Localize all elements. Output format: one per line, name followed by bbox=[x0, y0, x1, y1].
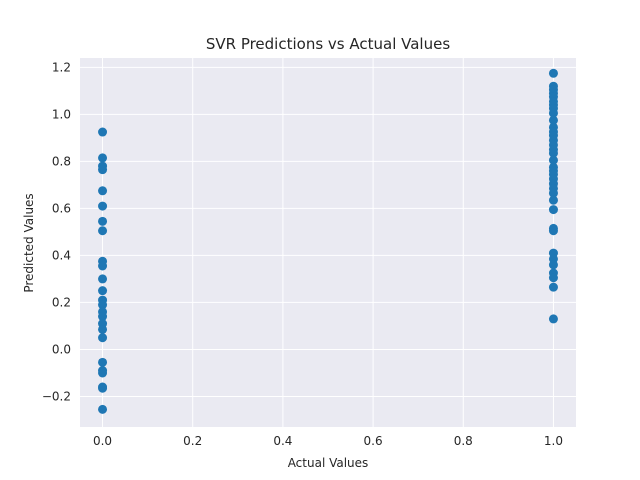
y-tick-label: 0.6 bbox=[52, 201, 71, 215]
tick-labels: 0.0 0.2 0.4 0.6 0.8 1.0 −0.2 0.0 0.2 0.4 0.6 0.8 1.0… bbox=[42, 60, 563, 448]
scatter-point bbox=[548, 195, 558, 205]
x-tick-label: 0.2 bbox=[183, 434, 202, 448]
scatter-point bbox=[548, 260, 558, 270]
y-tick-label: 1.0 bbox=[52, 107, 71, 121]
scatter-point bbox=[98, 201, 108, 211]
scatter-point bbox=[98, 333, 108, 343]
y-tick-label: 1.2 bbox=[52, 60, 71, 74]
scatter-point bbox=[98, 153, 108, 163]
scatter-point bbox=[548, 108, 558, 118]
x-axis-label: Actual Values bbox=[288, 456, 369, 470]
scatter-point bbox=[98, 312, 108, 322]
x-tick-label: 0.6 bbox=[364, 434, 383, 448]
scatter-point bbox=[548, 188, 558, 198]
scatter-point bbox=[98, 274, 108, 284]
scatter-point bbox=[548, 282, 558, 292]
scatter-point bbox=[548, 226, 558, 236]
x-tick-label: 1.0 bbox=[544, 434, 563, 448]
y-tick-label: −0.2 bbox=[42, 389, 71, 403]
y-tick-label: 0.4 bbox=[52, 248, 71, 262]
scatter-point bbox=[98, 404, 108, 414]
scatter-point bbox=[98, 368, 108, 378]
y-tick-label: 0.2 bbox=[52, 295, 71, 309]
scatter-point bbox=[98, 300, 108, 310]
scatter-point bbox=[98, 261, 108, 271]
y-axis-label: Predicted Values bbox=[22, 193, 36, 292]
chart-title: SVR Predictions vs Actual Values bbox=[206, 35, 450, 53]
scatter-point bbox=[98, 216, 108, 226]
x-tick-label: 0.0 bbox=[93, 434, 112, 448]
scatter-point bbox=[548, 155, 558, 165]
scatter-point bbox=[98, 186, 108, 196]
y-tick-label: 0.8 bbox=[52, 154, 71, 168]
scatter-point bbox=[548, 273, 558, 283]
scatter-point bbox=[548, 148, 558, 158]
scatter-point bbox=[548, 205, 558, 215]
scatter-point bbox=[548, 314, 558, 324]
scatter-point bbox=[98, 383, 108, 393]
scatter-point bbox=[548, 68, 558, 78]
scatter-point bbox=[98, 226, 108, 236]
scatter-point bbox=[548, 115, 558, 125]
scatter-point bbox=[98, 127, 108, 137]
x-tick-label: 0.4 bbox=[273, 434, 292, 448]
scatter-point bbox=[98, 357, 108, 367]
y-tick-label: 0.0 bbox=[52, 342, 71, 356]
scatter-point bbox=[98, 324, 108, 334]
x-tick-label: 0.8 bbox=[454, 434, 473, 448]
scatter-point bbox=[98, 286, 108, 296]
plot-area bbox=[80, 58, 576, 427]
data-points bbox=[98, 68, 558, 414]
scatter-point bbox=[98, 165, 108, 175]
